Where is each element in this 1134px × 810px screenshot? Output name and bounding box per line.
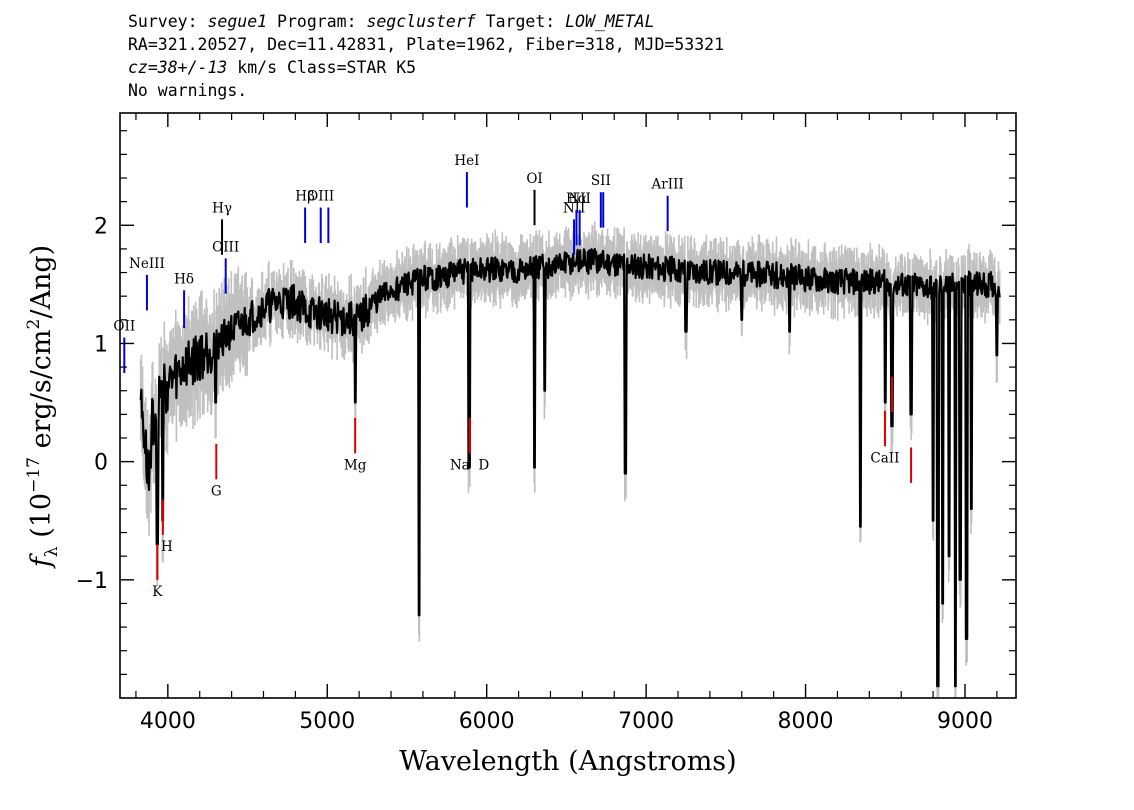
emission-line-label: Hδ xyxy=(174,271,194,287)
series-layer xyxy=(139,221,1001,698)
target-value: LOW_METAL xyxy=(565,12,655,31)
flux-line xyxy=(139,248,1001,688)
absorption-line-label: H xyxy=(161,539,173,555)
y-axis-title-pre: (10 xyxy=(26,493,57,546)
emission-line-label: HeI xyxy=(454,153,479,169)
emission-line-label: OII xyxy=(113,319,135,335)
x-tick-label: 6000 xyxy=(459,709,515,734)
emission-line-label: OIII xyxy=(212,239,239,255)
x-tick-label: 5000 xyxy=(299,709,355,734)
emission-line-label: Hγ xyxy=(212,200,232,216)
y-axis-title-f: f xyxy=(26,553,57,569)
emission-line-label: SII xyxy=(591,173,611,189)
absorption-line-label: Mg xyxy=(344,457,367,473)
header-line-warnings: No warnings. xyxy=(128,81,248,100)
axes-layer: 4000 5000 6000 7000 8000 9000 −1 0 1 2 xyxy=(76,113,1016,734)
x-axis-title: Wavelength (Angstroms) xyxy=(399,746,736,777)
plot-header: Survey: segue1 Program: segclusterf Targ… xyxy=(128,10,724,102)
x-tick-label: 8000 xyxy=(778,709,834,734)
y-axis-title-sup2: 2 xyxy=(24,319,44,330)
program-label: Program: xyxy=(267,12,367,31)
y-axis-title-post: /Ang) xyxy=(26,245,57,319)
y-axis-title-sub: λ xyxy=(42,546,62,557)
plot-frame xyxy=(119,112,1017,699)
survey-label: Survey: xyxy=(128,12,208,31)
y-axis-title-sup1: −17 xyxy=(24,457,44,493)
cz-value: cz=38+/-13 xyxy=(128,58,228,77)
survey-value: segue1 xyxy=(207,12,268,31)
absorption-line-label: K xyxy=(152,584,163,600)
emission-line-label: OI xyxy=(526,171,542,187)
emission-line-label: Hα xyxy=(566,191,587,207)
absorption-line-label: Na xyxy=(450,457,470,473)
emission-line-label: NII xyxy=(568,191,590,207)
x-tick-label: 9000 xyxy=(937,709,993,734)
program-value: segclusterf xyxy=(366,12,476,31)
emission-line-label: ArIII xyxy=(651,177,684,193)
y-axis-title: fλ (10−17 erg/s/cm2/Ang) xyxy=(24,245,62,569)
header-line-coords: RA=321.20527, Dec=11.42831, Plate=1962, … xyxy=(128,35,725,54)
y-tick-label: 1 xyxy=(94,332,108,357)
y-tick-label: 2 xyxy=(94,214,108,239)
y-tick-label: −1 xyxy=(76,569,108,594)
emission-line-label: OIII xyxy=(307,189,334,205)
header-line-survey: Survey: segue1 Program: segclusterf Targ… xyxy=(128,10,724,33)
absorption-line-label: G xyxy=(211,483,222,499)
x-tick-label: 7000 xyxy=(618,709,674,734)
target-label: Target: xyxy=(475,12,566,31)
y-axis-title-mid: erg/s/cm xyxy=(26,329,57,457)
header-line-redshift: cz=38+/-13 km/s Class=STAR K5 xyxy=(128,56,724,79)
emission-line-label: NeIII xyxy=(129,256,165,272)
emission-line-label: Hβ xyxy=(295,189,315,205)
absorption-line-label: D xyxy=(478,457,489,473)
class-text: km/s Class=STAR K5 xyxy=(227,58,417,77)
x-tick-label: 4000 xyxy=(140,709,196,734)
y-tick-label: 0 xyxy=(94,451,108,476)
absorption-line-label: CaII xyxy=(870,450,899,466)
